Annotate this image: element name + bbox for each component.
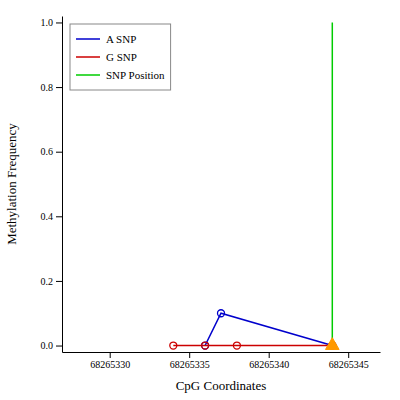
x-tick: 68265345 [329,352,369,370]
legend-swatch [76,38,100,40]
x-tick-mark [348,352,349,358]
legend-swatch [76,56,100,58]
y-tick: 0.0 [41,340,63,351]
y-tick: 0.8 [41,82,63,93]
series-marker [170,342,177,349]
y-tick: 1.0 [41,17,63,28]
x-tick: 68265330 [90,352,130,370]
legend-box [70,24,171,90]
x-tick-label: 68265330 [90,359,130,370]
series-marker [326,338,340,350]
y-axis: 0.0 0.2 0.4 0.6 0.8 1.0 [41,17,63,353]
series-marker [233,342,240,349]
y-tick-mark [56,216,62,217]
y-tick: 0.6 [41,146,63,157]
y-tick-mark [56,346,62,347]
y-tick-mark [56,87,62,88]
x-axis: 68265330 68265335 68265340 68265345 [63,352,381,370]
series-line [173,345,332,347]
x-tick-mark [110,352,111,358]
series-line [332,22,334,345]
y-tick-label: 0.2 [41,276,54,287]
legend-swatch [76,74,100,76]
series-line [205,313,332,345]
y-tick-label: 0.8 [41,82,54,93]
y-tick-mark [56,281,62,282]
x-tick: 68265335 [170,352,210,370]
plot-area [170,22,339,349]
x-tick-label: 68265340 [249,359,289,370]
chart: 682653306826533568265340682653450.00.20.… [0,0,400,400]
y-tick-label: 0.0 [41,340,54,351]
legend-label: SNP Position [106,69,165,81]
y-axis-line [62,17,63,353]
y-axis-title: Methylation Frequency [4,123,19,245]
y-tick-label: 0.4 [41,211,54,222]
legend: A SNP G SNP SNP Position [70,24,171,90]
legend-label: A SNP [106,33,136,45]
y-tick: 0.4 [41,211,63,222]
series-marker [202,342,209,349]
y-tick-label: 0.6 [41,146,54,157]
legend-label: G SNP [106,51,137,63]
y-tick-mark [56,152,62,153]
x-axis-title: CpG Coordinates [176,378,267,393]
series-marker [202,342,209,349]
x-tick: 68265340 [249,352,289,370]
x-tick-label: 68265345 [329,359,369,370]
x-tick-mark [189,352,190,358]
x-tick-mark [269,352,270,358]
y-tick-label: 1.0 [41,17,54,28]
x-tick-label: 68265335 [170,359,210,370]
y-tick-mark [56,22,62,23]
series-marker [218,310,225,317]
y-tick: 0.2 [41,276,63,287]
